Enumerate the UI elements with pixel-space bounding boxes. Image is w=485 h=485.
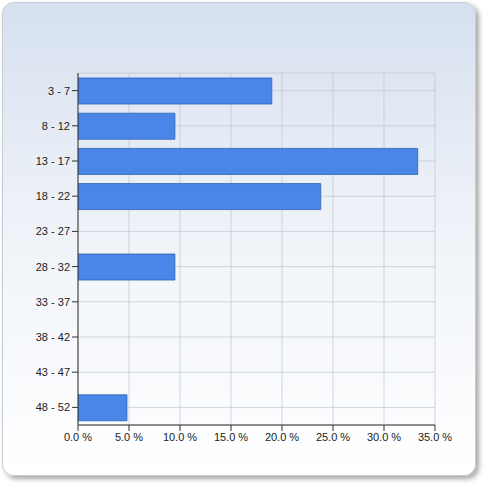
svg-text:3 - 7: 3 - 7 — [48, 85, 70, 97]
svg-text:5.0 %: 5.0 % — [115, 431, 143, 443]
svg-text:20.0 %: 20.0 % — [265, 431, 299, 443]
svg-text:35.0 %: 35.0 % — [418, 431, 452, 443]
svg-text:43 - 47: 43 - 47 — [36, 366, 70, 378]
svg-text:38 - 42: 38 - 42 — [36, 331, 70, 343]
svg-text:25.0 %: 25.0 % — [316, 431, 350, 443]
svg-text:28 - 32: 28 - 32 — [36, 261, 70, 273]
svg-text:0.0 %: 0.0 % — [64, 431, 92, 443]
svg-text:10.0 %: 10.0 % — [163, 431, 197, 443]
svg-text:33 - 37: 33 - 37 — [36, 296, 70, 308]
svg-text:13 - 17: 13 - 17 — [36, 155, 70, 167]
svg-text:30.0 %: 30.0 % — [367, 431, 401, 443]
svg-text:18 - 22: 18 - 22 — [36, 190, 70, 202]
svg-text:23 - 27: 23 - 27 — [36, 225, 70, 237]
svg-text:15.0 %: 15.0 % — [214, 431, 248, 443]
svg-text:48 - 52: 48 - 52 — [36, 401, 70, 413]
svg-text:8 - 12: 8 - 12 — [42, 120, 70, 132]
